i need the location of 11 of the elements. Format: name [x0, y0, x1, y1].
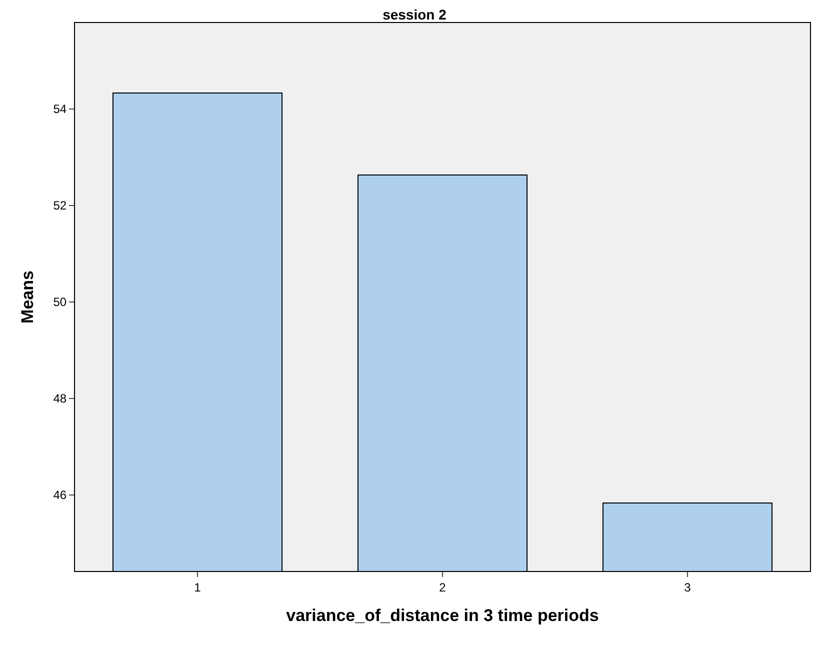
y-axis-title: Means [18, 270, 37, 324]
x-tick-label: 2 [439, 580, 446, 594]
x-tick-label: 1 [194, 580, 202, 594]
x-axis-title: variance_of_distance in 3 time periods [286, 606, 599, 625]
chart-title: session 2 [382, 6, 447, 23]
y-tick-label: 52 [53, 198, 67, 213]
y-tick-label: 46 [53, 488, 67, 502]
y-tick-label: 48 [53, 392, 67, 406]
y-tick-label: 54 [53, 102, 67, 116]
x-tick-label: 3 [684, 580, 692, 594]
y-tick-label: 50 [53, 295, 67, 310]
